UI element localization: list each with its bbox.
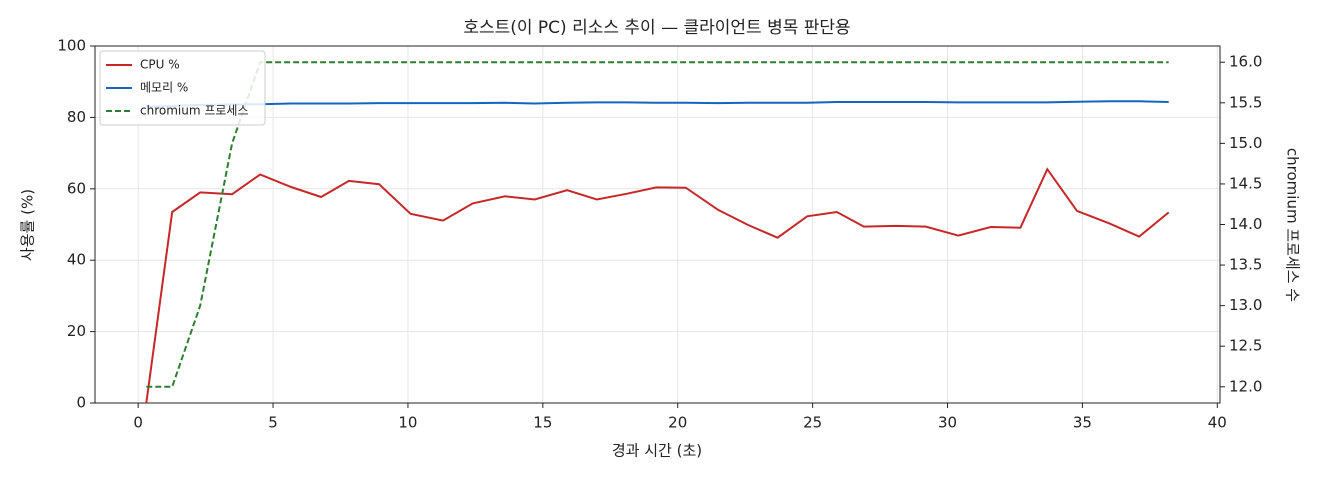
legend-box bbox=[99, 50, 266, 126]
legend-label: 메모리 % bbox=[140, 81, 188, 95]
y2-tick-label: 16.0 bbox=[1229, 53, 1262, 71]
legend-label: CPU % bbox=[140, 58, 180, 72]
plot-frame bbox=[94, 45, 1221, 404]
data-line bbox=[146, 61, 1169, 388]
data-line bbox=[146, 100, 1169, 108]
y-tick-label: 0 bbox=[76, 394, 86, 412]
x-tick-label: 30 bbox=[938, 414, 957, 432]
y2-tick-label: 15.5 bbox=[1229, 93, 1262, 111]
y2-tick-label: 12.5 bbox=[1229, 337, 1262, 355]
x-tick-label: 25 bbox=[803, 414, 822, 432]
y2-tick-label: 12.0 bbox=[1229, 377, 1262, 395]
y-tick-label: 40 bbox=[67, 251, 86, 269]
x-tick-label: 15 bbox=[533, 414, 552, 432]
y-tick-label: 20 bbox=[67, 322, 86, 340]
x-axis-label: 경과 시간 (초) bbox=[612, 442, 702, 460]
x-tick-label: 20 bbox=[668, 414, 687, 432]
legend-label: chromium 프로세스 bbox=[140, 104, 249, 118]
y2-tick-label: 14.0 bbox=[1229, 215, 1262, 233]
y-tick-label: 60 bbox=[67, 179, 86, 197]
y2-tick-label: 14.5 bbox=[1229, 174, 1262, 192]
data-line bbox=[145, 167, 1170, 404]
y-tick-label: 100 bbox=[57, 37, 86, 55]
x-tick-label: 0 bbox=[133, 414, 143, 432]
y2-tick-label: 13.0 bbox=[1229, 296, 1262, 314]
x-tick-label: 5 bbox=[268, 414, 278, 432]
x-tick-label: 35 bbox=[1073, 414, 1092, 432]
chart-title: 호스트(이 PC) 리소스 추이 — 클라이언트 병목 판단용 bbox=[463, 18, 850, 38]
y2-tick-label: 13.5 bbox=[1229, 256, 1262, 274]
x-tick-label: 10 bbox=[398, 414, 417, 432]
y-axis-label: 사용률 (%) bbox=[19, 189, 37, 261]
y2-tick-label: 15.0 bbox=[1229, 134, 1262, 152]
x-tick-label: 40 bbox=[1208, 414, 1227, 432]
y-tick-label: 80 bbox=[67, 108, 86, 126]
y2-axis-label: chromium 프로세스 수 bbox=[1284, 148, 1302, 302]
